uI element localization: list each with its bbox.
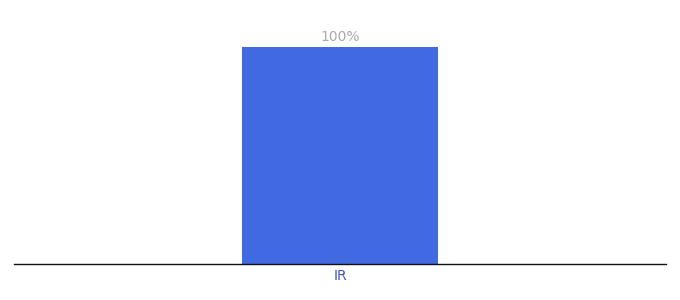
Bar	[242, 47, 438, 264]
Text: 100%: 100%	[320, 30, 360, 44]
